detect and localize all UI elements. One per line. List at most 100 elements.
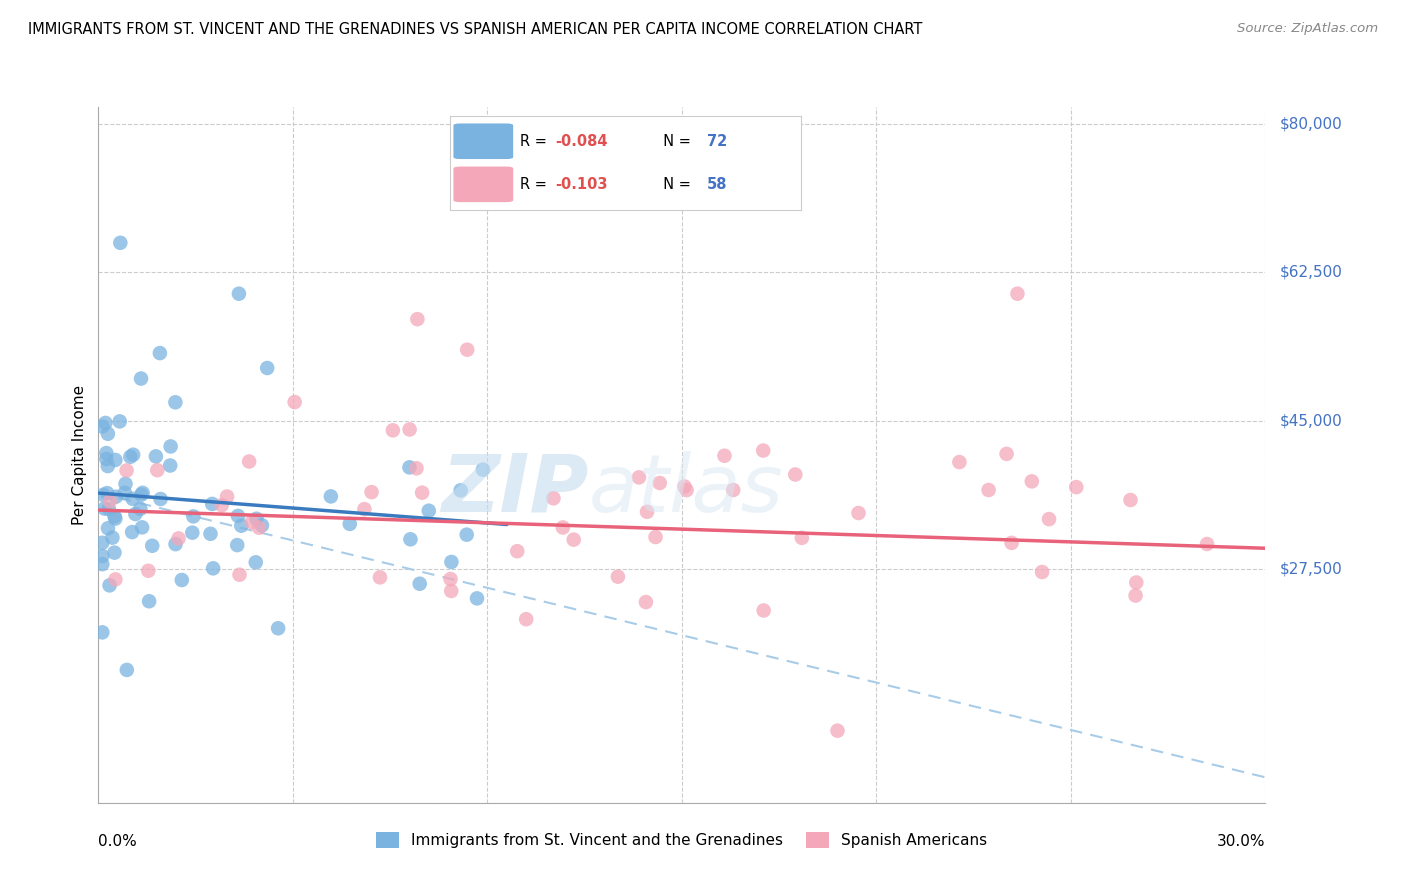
Legend: Immigrants from St. Vincent and the Grenadines, Spanish Americans: Immigrants from St. Vincent and the Gren… — [370, 826, 994, 855]
Point — [96, 446, 118, 460]
Point — [226, 538, 249, 552]
Text: 58: 58 — [707, 177, 727, 192]
Point — [409, 576, 432, 591]
Point — [1021, 475, 1043, 489]
Point — [97, 426, 120, 441]
Text: N =: N = — [654, 177, 696, 192]
Point — [506, 544, 529, 558]
Text: 30.0%: 30.0% — [1218, 834, 1265, 849]
FancyBboxPatch shape — [453, 167, 513, 202]
Point — [136, 564, 159, 578]
Point — [644, 530, 666, 544]
Point — [406, 312, 429, 326]
Point — [319, 490, 342, 504]
Point — [752, 443, 775, 458]
Point — [200, 526, 222, 541]
Point — [440, 583, 463, 598]
Point — [149, 491, 172, 506]
Point — [515, 612, 537, 626]
Point — [440, 555, 463, 569]
Point — [217, 490, 239, 504]
Point — [636, 505, 658, 519]
Point — [471, 463, 494, 477]
Text: Source: ZipAtlas.com: Source: ZipAtlas.com — [1237, 22, 1378, 36]
Point — [165, 395, 187, 409]
Text: $45,000: $45,000 — [1279, 414, 1343, 428]
Point — [827, 723, 849, 738]
Point — [104, 511, 127, 525]
Point — [211, 498, 233, 512]
Y-axis label: Per Capita Income: Per Capita Income — [72, 384, 87, 525]
Point — [93, 501, 115, 516]
Point — [98, 494, 121, 508]
Text: R =: R = — [520, 177, 551, 192]
Point — [713, 449, 735, 463]
Point — [120, 450, 142, 464]
Text: ZIP: ZIP — [441, 450, 589, 529]
Point — [97, 502, 120, 516]
Point — [250, 518, 273, 533]
Point — [115, 463, 138, 477]
Point — [122, 448, 145, 462]
Point — [91, 557, 114, 571]
Text: 72: 72 — [707, 134, 727, 149]
Point — [97, 521, 120, 535]
Point — [1064, 480, 1087, 494]
Point — [543, 491, 565, 506]
Point — [226, 508, 249, 523]
Point — [201, 497, 224, 511]
Point — [104, 573, 127, 587]
Point — [91, 549, 114, 563]
Point — [785, 467, 807, 482]
Point — [183, 509, 205, 524]
Point — [1007, 286, 1029, 301]
Point — [238, 454, 260, 468]
Point — [450, 483, 472, 498]
Point — [104, 453, 127, 467]
Point — [1125, 589, 1147, 603]
Text: $27,500: $27,500 — [1279, 562, 1343, 577]
Point — [551, 520, 574, 534]
Text: $62,500: $62,500 — [1279, 265, 1343, 280]
Point — [165, 537, 187, 551]
Point — [129, 501, 152, 516]
Point — [110, 235, 132, 250]
Point — [465, 591, 488, 606]
Point — [231, 518, 253, 533]
Point — [145, 450, 167, 464]
Point — [1195, 537, 1218, 551]
Point — [634, 595, 657, 609]
Text: atlas: atlas — [589, 450, 783, 529]
FancyBboxPatch shape — [453, 123, 513, 159]
Point — [103, 546, 125, 560]
Point — [97, 458, 120, 473]
Text: 0.0%: 0.0% — [98, 834, 138, 849]
Point — [98, 578, 121, 592]
Point — [141, 539, 163, 553]
Point — [129, 371, 152, 385]
Point — [562, 533, 585, 547]
Point — [124, 507, 146, 521]
Point — [1000, 536, 1022, 550]
Point — [131, 488, 153, 502]
Point — [648, 475, 671, 490]
Point — [149, 346, 172, 360]
Point — [159, 439, 181, 453]
Point — [405, 461, 427, 475]
Point — [245, 555, 267, 569]
Point — [94, 416, 117, 430]
Point — [202, 561, 225, 575]
Point — [96, 486, 118, 500]
Point — [284, 395, 307, 409]
Point — [673, 479, 696, 493]
Point — [131, 520, 153, 534]
Point — [339, 516, 361, 531]
Point — [167, 532, 190, 546]
Text: N =: N = — [654, 134, 696, 149]
Point — [115, 663, 138, 677]
Point — [606, 570, 628, 584]
Point — [245, 512, 267, 526]
Point — [96, 452, 118, 467]
Point — [228, 286, 250, 301]
Point — [752, 603, 775, 617]
